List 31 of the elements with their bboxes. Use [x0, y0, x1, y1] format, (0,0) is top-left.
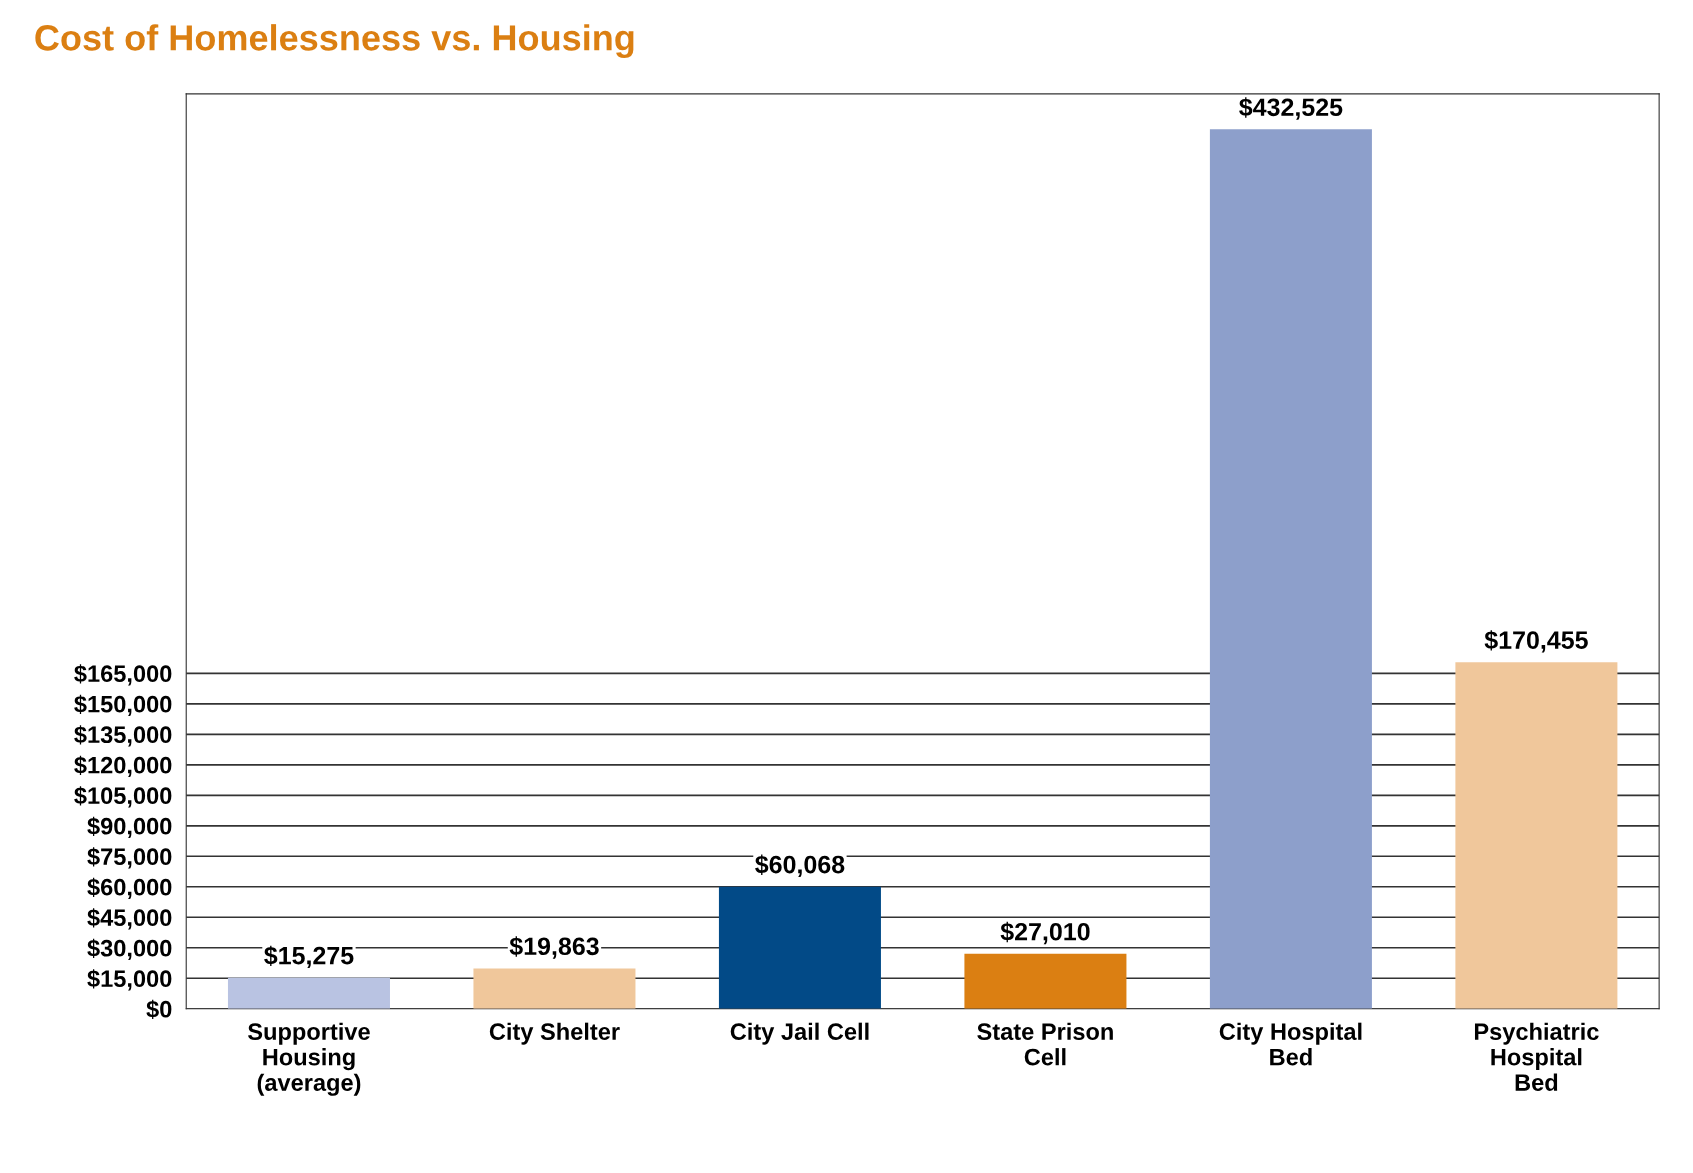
y-tick-label: $75,000: [87, 847, 172, 869]
y-tick-label: $60,000: [87, 877, 172, 899]
bar: [718, 886, 881, 1009]
data-label: $170,455: [1484, 630, 1588, 653]
y-tick-label: $45,000: [87, 908, 172, 930]
x-tick-label: City Hospital Bed: [1219, 1022, 1362, 1066]
data-label: $27,010: [1000, 921, 1090, 945]
bar: [227, 977, 390, 1009]
bar: [1209, 129, 1372, 1009]
y-tick-label: $0: [146, 999, 172, 1020]
data-label: $432,525: [1239, 97, 1343, 120]
y-tick-label: $150,000: [74, 694, 172, 717]
x-tick-label: City Jail Cell: [730, 1022, 869, 1045]
y-tick-label: $105,000: [74, 786, 172, 808]
bar: [1455, 662, 1618, 1009]
x-tick-label: State Prison Cell: [977, 1022, 1113, 1066]
y-tick-label: $120,000: [74, 755, 172, 778]
chart-title: Cost of Homelessness vs. Housing: [35, 24, 634, 58]
y-tick-label: $90,000: [87, 816, 172, 838]
x-tick-label: Psychiatric Hospital Bed: [1474, 1022, 1599, 1091]
y-tick-label: $135,000: [74, 725, 172, 747]
data-label: $60,068: [755, 854, 845, 877]
bar: [964, 953, 1127, 1009]
y-tick-label: $15,000: [87, 969, 172, 991]
y-tick-label: $30,000: [87, 938, 172, 960]
y-tick-label: $165,000: [74, 664, 172, 686]
data-label: $19,863: [509, 936, 599, 959]
data-label: $15,275: [264, 945, 354, 969]
x-tick-label: City Shelter: [489, 1022, 620, 1045]
x-tick-label: Supportive Housing (average): [248, 1022, 370, 1096]
bar: [473, 968, 636, 1009]
